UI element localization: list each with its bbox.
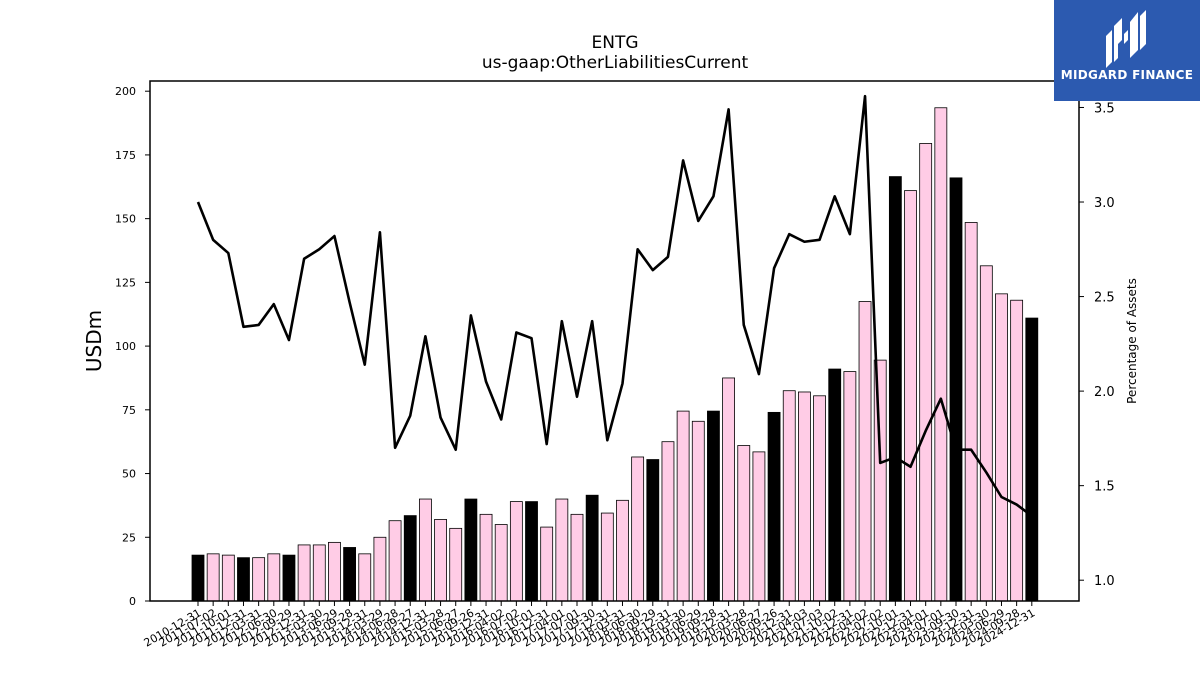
bar-quarterly (600, 512, 614, 602)
bar-quarterly (373, 536, 387, 602)
bar-annual (282, 554, 296, 602)
bar-quarterly (904, 190, 917, 602)
bar-quarterly (297, 544, 311, 602)
bar-annual (343, 547, 357, 602)
bar-quarterly (995, 293, 1008, 602)
y-tick-label: 100 (115, 340, 136, 353)
midgard-finance-logo: MIDGARD FINANCE (1054, 0, 1200, 101)
bar-quarterly (676, 410, 690, 602)
y-tick-label: 0 (129, 595, 136, 608)
y2-tick-label: 3.0 (1094, 196, 1115, 211)
bar-quarterly (919, 143, 933, 602)
bar-quarterly (206, 553, 220, 602)
x-axis: 2010-12-312011-07-022011-10-012011-12-31… (142, 601, 1037, 650)
bar-quarterly (873, 359, 887, 602)
midgard-logo-icon (1106, 10, 1146, 68)
bar-annual (828, 368, 842, 602)
bar-quarterly (358, 553, 372, 602)
bar-annual (888, 176, 902, 602)
y2-tick-label: 2.5 (1094, 291, 1115, 306)
bar-quarterly (388, 520, 402, 602)
bar-quarterly (858, 301, 872, 602)
bar-quarterly (616, 499, 629, 602)
bar-quarterly (267, 553, 281, 602)
chart-title: ENTG (591, 33, 638, 53)
y-tick-label: 175 (115, 149, 136, 162)
y-tick-label: 25 (122, 531, 136, 544)
bar-quarterly (434, 519, 447, 602)
y-tick-label: 125 (115, 276, 136, 289)
bar-quarterly (252, 557, 266, 602)
y-axis-right: 1.0 1.5 2.0 2.5 3.0 3.5 (1079, 101, 1115, 589)
y-axis-label: USDm (82, 310, 106, 372)
bar-quarterly (479, 513, 493, 602)
bar-quarterly (752, 451, 766, 602)
bar-quarterly (418, 498, 432, 602)
percentage-of-assets-line (196, 94, 1033, 517)
y-tick-label: 75 (122, 404, 136, 417)
bar-quarterly (494, 524, 508, 602)
bar-quarterly (509, 501, 523, 602)
bar-quarterly (540, 526, 554, 602)
bar-quarterly (843, 371, 857, 602)
y-tick-label: 200 (115, 85, 136, 98)
bar-quarterly (691, 420, 705, 602)
bar-annual (1025, 317, 1039, 602)
bar-quarterly (979, 265, 993, 602)
chart-subtitle: us-gaap:OtherLiabilitiesCurrent (482, 53, 749, 73)
bar-quarterly (722, 377, 735, 602)
bar-quarterly (661, 441, 675, 602)
bar-annual (464, 498, 478, 602)
bar-annual (949, 177, 963, 602)
y-axis-left: 0 25 50 75 100 125 150 175 200 (115, 85, 150, 608)
bar-quarterly (1010, 299, 1024, 602)
bar-quarterly (221, 554, 235, 602)
bar-annual (767, 411, 781, 602)
bar-quarterly (964, 222, 978, 602)
bar-quarterly (737, 445, 751, 602)
y-tick-label: 50 (122, 468, 136, 481)
percentage-line-group (196, 94, 1033, 517)
bar-quarterly (555, 498, 569, 602)
plot-frame (149, 80, 1080, 602)
bar-annual (707, 410, 720, 602)
y2-tick-label: 1.5 (1094, 480, 1115, 495)
bar-annual (525, 501, 538, 602)
bar-quarterly (328, 541, 341, 602)
bar-quarterly (631, 456, 645, 602)
bar-annual (237, 557, 250, 602)
y2-tick-label: 2.0 (1094, 385, 1115, 400)
logo-text: MIDGARD FINANCE (1060, 68, 1194, 82)
bar-annual (191, 554, 205, 602)
bar-quarterly (798, 391, 811, 602)
y2-axis-label: Percentage of Assets (1125, 278, 1139, 404)
bar-group (191, 107, 1039, 602)
y-tick-label: 150 (115, 213, 136, 226)
y2-tick-label: 3.5 (1094, 101, 1115, 116)
bar-annual (585, 494, 599, 602)
bar-quarterly (782, 390, 796, 602)
bar-quarterly (934, 107, 948, 602)
bar-quarterly (312, 544, 326, 602)
bar-annual (646, 459, 660, 602)
bar-quarterly (570, 513, 584, 602)
bar-annual (403, 515, 417, 602)
bar-quarterly (449, 527, 463, 602)
bar-quarterly (813, 395, 826, 602)
y2-tick-label: 1.0 (1094, 574, 1115, 589)
